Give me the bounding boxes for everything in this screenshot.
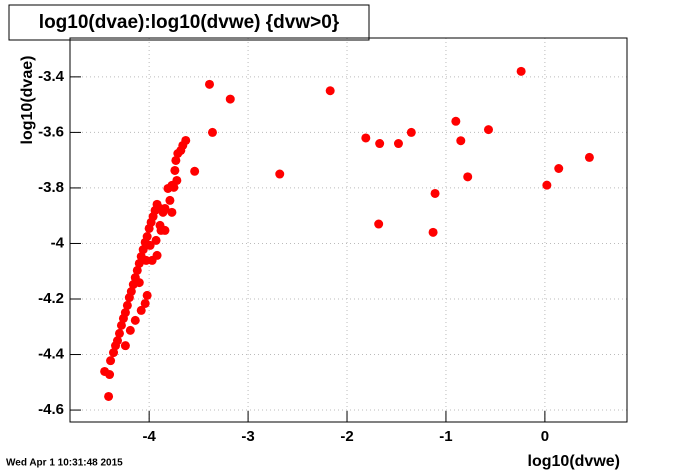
x-tick-label: -2 — [340, 428, 353, 445]
point — [375, 139, 385, 149]
point — [430, 188, 440, 198]
y-tick-label: -4.6 — [38, 401, 64, 418]
point — [361, 133, 371, 143]
point — [542, 180, 552, 190]
point — [207, 127, 217, 137]
point — [132, 265, 142, 275]
point — [275, 169, 285, 179]
point — [483, 125, 493, 135]
x-tick-label: 0 — [541, 428, 549, 445]
point — [160, 203, 170, 213]
point — [134, 278, 144, 288]
point — [171, 155, 181, 165]
point — [584, 152, 594, 162]
point — [155, 220, 165, 230]
point — [114, 328, 124, 338]
point — [122, 300, 132, 310]
point — [125, 325, 135, 335]
point — [134, 258, 144, 268]
x-axis-label: log10(dvwe) — [528, 453, 620, 470]
point — [130, 315, 140, 325]
point — [105, 370, 115, 380]
chart-title: log10(dvae):log10(dvwe) {dvw>0} — [39, 12, 340, 33]
y-tick-label: -3.6 — [38, 123, 64, 140]
y-tick-label: -4.2 — [38, 290, 64, 307]
point — [181, 135, 191, 145]
point — [374, 219, 384, 229]
y-tick-label: -4.4 — [38, 345, 65, 362]
point — [112, 336, 122, 346]
point — [463, 172, 473, 182]
x-tick-label: -3 — [241, 428, 254, 445]
point — [109, 348, 119, 358]
point — [325, 86, 335, 96]
point — [167, 207, 177, 217]
point — [126, 287, 136, 297]
point — [204, 79, 214, 89]
x-tick-label: -4 — [142, 428, 156, 445]
point — [428, 227, 438, 237]
point — [136, 305, 146, 315]
point — [151, 235, 161, 245]
title-box — [8, 4, 370, 41]
x-tick-label: -1 — [439, 428, 452, 445]
point — [406, 127, 416, 137]
point — [554, 163, 564, 173]
point — [165, 195, 175, 205]
point — [152, 250, 162, 260]
point — [516, 66, 526, 76]
point — [142, 232, 152, 242]
point — [138, 245, 148, 255]
point — [140, 298, 150, 308]
y-axis-label: log10(dvae) — [19, 56, 36, 145]
point — [225, 94, 235, 104]
point — [106, 356, 116, 366]
point — [393, 139, 403, 149]
point — [451, 116, 461, 126]
point — [145, 240, 155, 250]
point — [172, 175, 182, 185]
point — [116, 320, 126, 330]
y-tick-label: -3.8 — [38, 179, 64, 196]
point — [120, 308, 130, 318]
point — [142, 290, 152, 300]
point — [170, 165, 180, 175]
y-tick-label: -3.4 — [38, 68, 65, 85]
point — [456, 136, 466, 146]
timestamp: Wed Apr 1 10:31:48 2015 — [6, 458, 123, 469]
y-tick-label: -4 — [51, 234, 65, 251]
point — [120, 341, 130, 351]
plot-frame — [69, 37, 628, 423]
point — [104, 391, 114, 401]
point — [169, 182, 179, 192]
point — [190, 166, 200, 176]
